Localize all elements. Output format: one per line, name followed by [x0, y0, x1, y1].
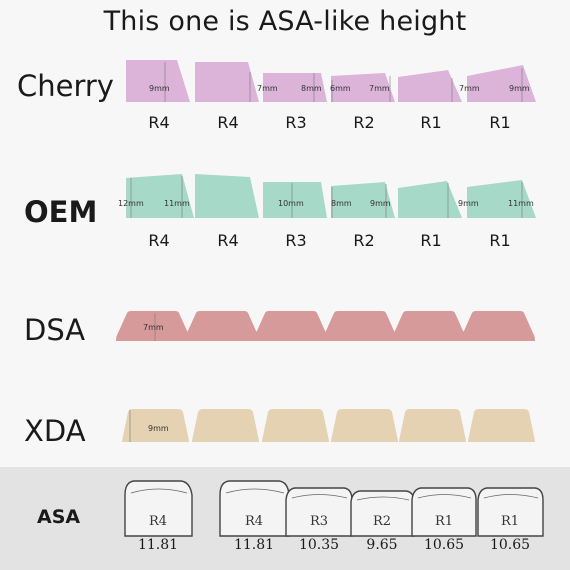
cherry-key-r1: [467, 65, 536, 102]
dsa-key: [254, 311, 328, 341]
oem-key-r3: [263, 182, 327, 218]
asa-height-value: 10.35: [298, 537, 340, 553]
oem-key-r1: [398, 181, 462, 218]
asa-height-value: 11.81: [233, 537, 275, 553]
asa-row-label: R1: [434, 514, 454, 529]
asa-row-label: R4: [244, 514, 264, 529]
oem-keycaps: [126, 174, 536, 218]
xda-label: XDA: [24, 414, 86, 448]
xda-dim-label: 9mm: [148, 424, 169, 433]
cherry-key-r1: [398, 70, 462, 102]
cherry-key-r2: [331, 73, 395, 102]
oem-dim-label: 12mm: [118, 199, 144, 208]
oem-row-label: R3: [285, 231, 307, 250]
cherry-dim-label: 7mm: [257, 84, 278, 93]
oem-dim-label: 10mm: [278, 199, 304, 208]
asa-key-r4: [124, 480, 193, 537]
dsa-label: DSA: [24, 313, 86, 347]
cherry-key-r3: [263, 73, 327, 102]
oem-dim-label: 9mm: [370, 199, 391, 208]
xda-key: [468, 409, 535, 442]
dsa-keycaps: [116, 311, 535, 341]
asa-key-r1: [411, 487, 477, 537]
asa-row-label: R1: [500, 514, 520, 529]
oem-key-r1: [467, 180, 536, 218]
page-title: This one is ASA-like height: [103, 6, 467, 37]
asa-height-value: 10.65: [423, 537, 465, 553]
cherry-dim-label: 8mm: [301, 84, 322, 93]
cherry-dim-label: 7mm: [459, 84, 480, 93]
cherry-dim-label: 7mm: [369, 84, 390, 93]
dsa-key: [461, 311, 535, 341]
cherry-dim-label: 9mm: [149, 84, 170, 93]
asa-row-label: R3: [309, 514, 329, 529]
cherry-row-label: R4: [217, 113, 239, 132]
cherry-row-label: R2: [353, 113, 375, 132]
oem-key-r4: [126, 174, 194, 218]
dsa-key: [392, 311, 466, 341]
oem-key-r2: [331, 182, 395, 218]
xda-key: [331, 409, 398, 442]
oem-row-label: R4: [148, 231, 170, 250]
oem-dims: [130, 176, 523, 218]
asa-height-value: 9.65: [366, 537, 398, 553]
xda-key: [399, 409, 466, 442]
oem-dim-label: 9mm: [458, 199, 479, 208]
xda-key: [262, 409, 329, 442]
oem-dim-label: 11mm: [508, 199, 534, 208]
oem-label: OEM: [24, 195, 98, 229]
oem-row-label: R2: [353, 231, 375, 250]
cherry-row-label: R1: [420, 113, 442, 132]
xda-key: [192, 409, 259, 442]
asa-key-r1: [477, 487, 544, 537]
asa-row-label: R4: [148, 514, 168, 529]
xda-key: [122, 409, 189, 442]
xda-keycaps: [122, 409, 535, 442]
oem-row-label: R4: [217, 231, 239, 250]
asa-height-value: 11.81: [137, 537, 179, 553]
cherry-dim-label: 6mm: [330, 84, 351, 93]
oem-key-r4: [195, 174, 259, 218]
oem-dim-label: 11mm: [164, 199, 190, 208]
cherry-keycaps: [126, 60, 536, 102]
oem-row-label: R1: [420, 231, 442, 250]
asa-row-label: R2: [372, 514, 392, 529]
asa-label: ASA: [37, 506, 81, 528]
cherry-row-label: R3: [285, 113, 307, 132]
asa-keycap-top-lines: [130, 488, 539, 501]
asa-height-value: 10.65: [489, 537, 531, 553]
asa-keycaps: [124, 480, 544, 537]
oem-dim-label: 8mm: [331, 199, 352, 208]
oem-row-label: R1: [489, 231, 511, 250]
cherry-dim-label: 9mm: [509, 84, 530, 93]
cherry-row-label: R1: [489, 113, 511, 132]
cherry-dims: [164, 62, 523, 102]
dsa-key: [323, 311, 397, 341]
dsa-key: [116, 311, 190, 341]
cherry-row-label: R4: [148, 113, 170, 132]
cherry-key-r4: [126, 60, 190, 102]
dsa-dim-label: 7mm: [143, 323, 164, 332]
cherry-label: Cherry: [17, 69, 114, 103]
dsa-key: [185, 311, 259, 341]
cherry-key-r4: [195, 62, 259, 102]
